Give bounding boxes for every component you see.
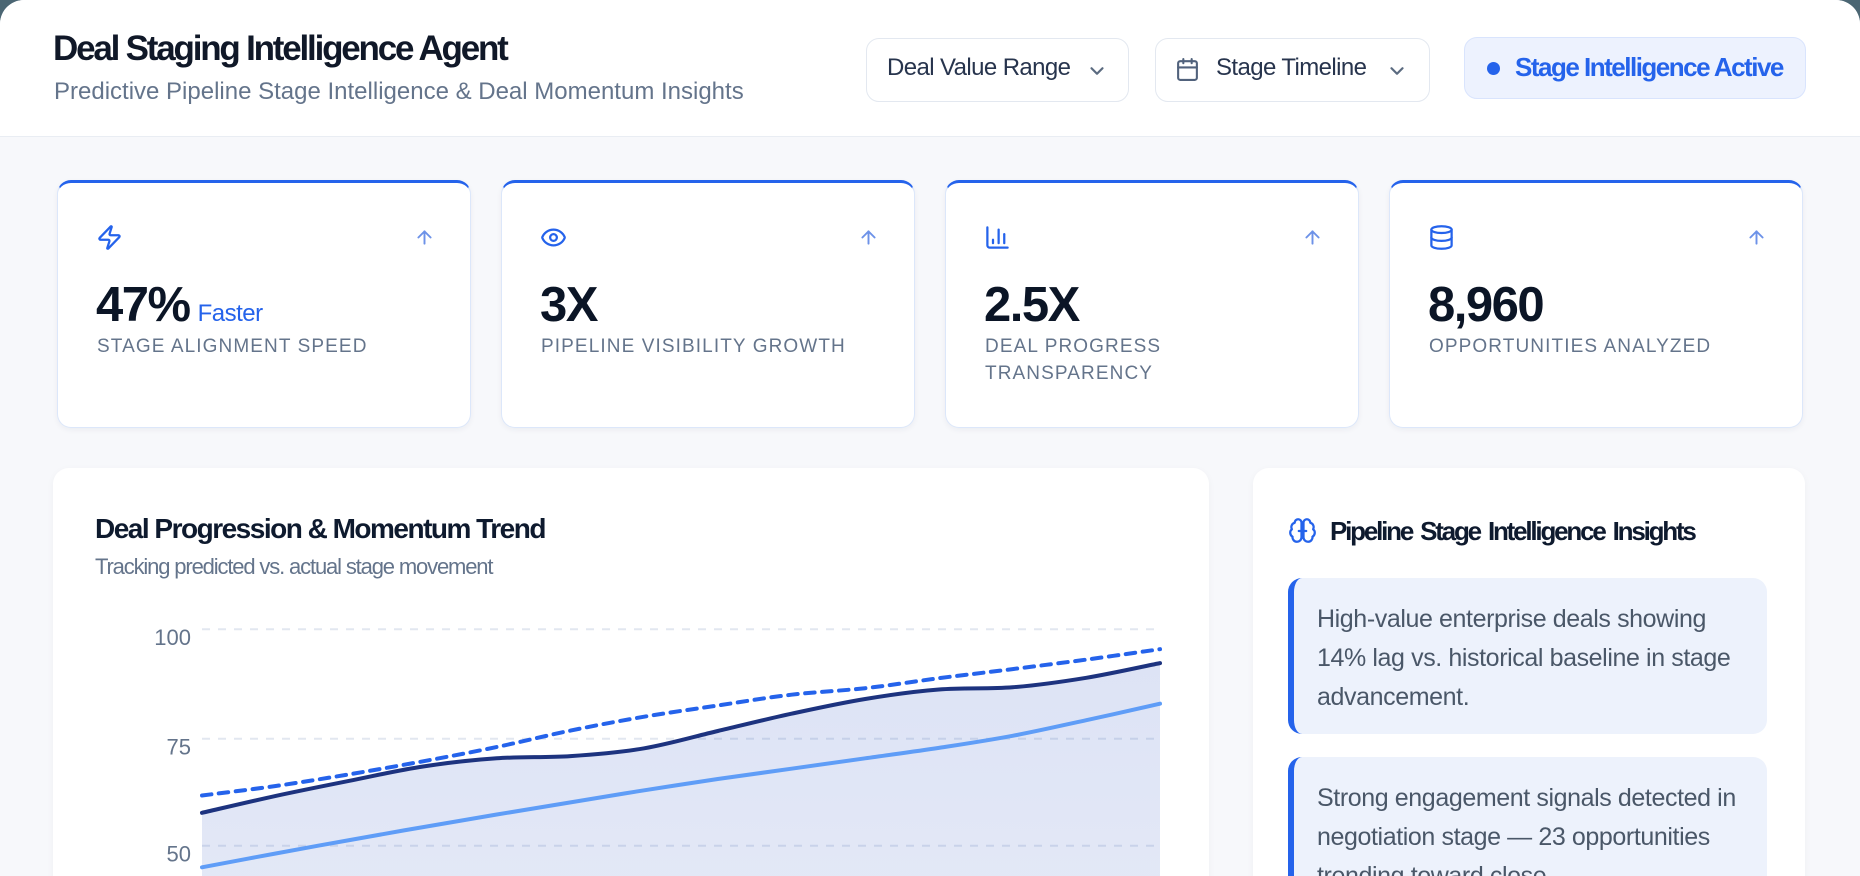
svg-text:75: 75 <box>167 734 191 759</box>
svg-text:100: 100 <box>154 625 191 650</box>
svg-text:50: 50 <box>167 842 191 867</box>
